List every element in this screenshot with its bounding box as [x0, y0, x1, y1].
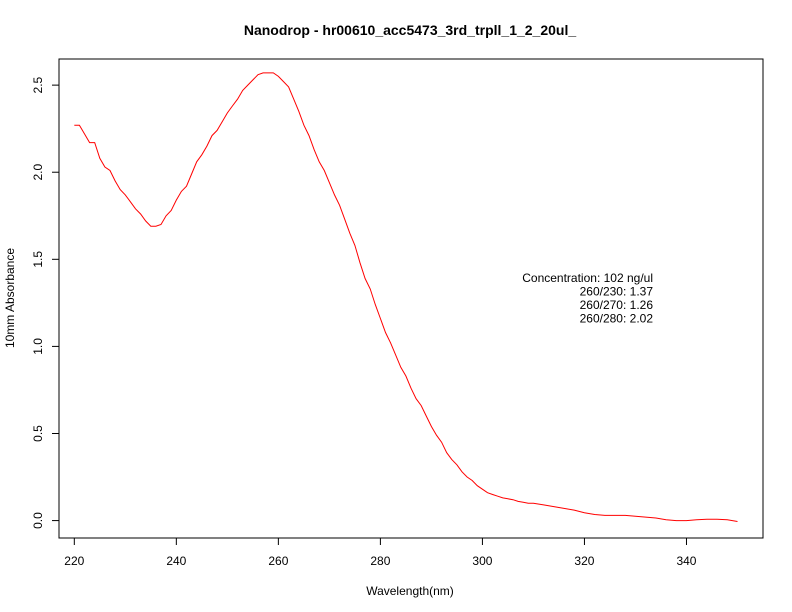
- x-axis: 220 240 260 280 300 320 340: [64, 537, 697, 568]
- x-tick-label: 240: [166, 554, 186, 568]
- y-tick-label: 2.0: [31, 164, 45, 181]
- annotation-line: 260/270: 1.26: [580, 298, 654, 312]
- y-tick-label: 0.0: [31, 512, 45, 529]
- y-tick-label: 1.5: [31, 251, 45, 268]
- x-tick-label: 260: [268, 554, 288, 568]
- annotation-line: 260/280: 2.02: [580, 312, 654, 326]
- x-tick-label: 220: [64, 554, 84, 568]
- plot-frame: [58, 58, 764, 539]
- y-tick-label: 0.5: [31, 425, 45, 442]
- annotation-line: 260/230: 1.37: [580, 285, 654, 299]
- x-tick-label: 280: [370, 554, 390, 568]
- x-axis-title: Wavelength(nm): [366, 584, 454, 598]
- y-tick-label: 1.0: [31, 338, 45, 355]
- annotation-line: Concentration: 102 ng/ul: [522, 271, 653, 285]
- x-tick-label: 340: [676, 554, 696, 568]
- y-tick-label: 2.5: [31, 76, 45, 93]
- y-axis: 0.0 0.5 1.0 1.5 2.0 2.5: [31, 76, 60, 529]
- x-tick-label: 300: [472, 554, 492, 568]
- x-tick-label: 320: [574, 554, 594, 568]
- y-axis-title: 10mm Absorbance: [3, 248, 17, 348]
- chart-title: Nanodrop - hr00610_acc5473_3rd_trpll_1_2…: [244, 22, 577, 38]
- absorbance-series-line: [74, 72, 738, 522]
